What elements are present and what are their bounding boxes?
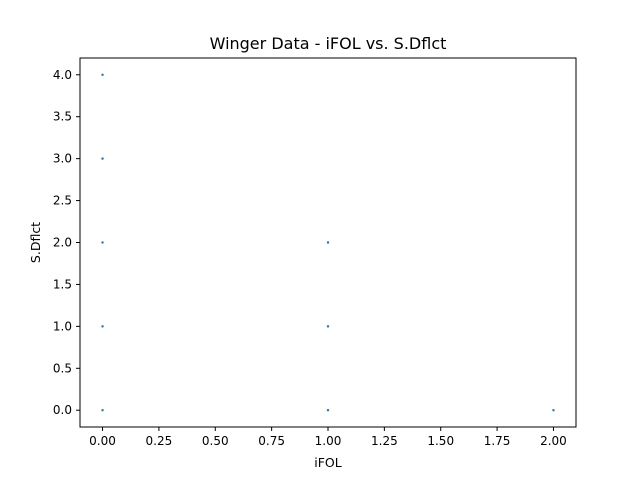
x-tick-label: 1.00: [315, 434, 342, 448]
scatter-point: [101, 409, 104, 412]
y-tick-label: 2.0: [53, 236, 72, 250]
scatter-point: [101, 241, 104, 244]
y-tick-label: 2.5: [53, 194, 72, 208]
scatter-point: [326, 325, 330, 328]
y-tick-label: 0.5: [53, 361, 72, 375]
y-axis-label: S.Dflct: [28, 222, 43, 263]
scatter-point: [326, 241, 330, 244]
y-tick-label: 1.0: [53, 319, 72, 333]
x-tick-label: 1.25: [371, 434, 398, 448]
scatter-point: [101, 325, 104, 328]
chart-title: Winger Data - iFOL vs. S.Dflct: [210, 34, 447, 53]
scatter-point: [101, 73, 104, 76]
scatter-point: [552, 409, 555, 412]
x-tick-label: 1.50: [427, 434, 454, 448]
y-tick-label: 0.0: [53, 403, 72, 417]
x-tick-label: 0.25: [146, 434, 173, 448]
scatter-point: [326, 409, 330, 412]
x-tick-label: 0.75: [258, 434, 285, 448]
y-tick-label: 3.0: [53, 152, 72, 166]
scatter-point: [101, 157, 104, 160]
x-tick-label: 1.75: [484, 434, 511, 448]
y-tick-label: 1.5: [53, 277, 72, 291]
plot-area-frame: [79, 57, 577, 428]
x-tick-label: 2.00: [540, 434, 567, 448]
x-tick-label: 0.00: [89, 434, 116, 448]
x-tick-label: 0.50: [202, 434, 229, 448]
data-points: [101, 73, 555, 412]
y-tick-label: 3.5: [53, 110, 72, 124]
axis-ticks: 0.00 0.25 0.50 0.75 1.00 1.25 1.50 1.75 2.00 0.0 0…: [53, 68, 567, 448]
y-tick-label: 4.0: [53, 68, 72, 82]
x-axis-label: iFOL: [314, 455, 342, 470]
